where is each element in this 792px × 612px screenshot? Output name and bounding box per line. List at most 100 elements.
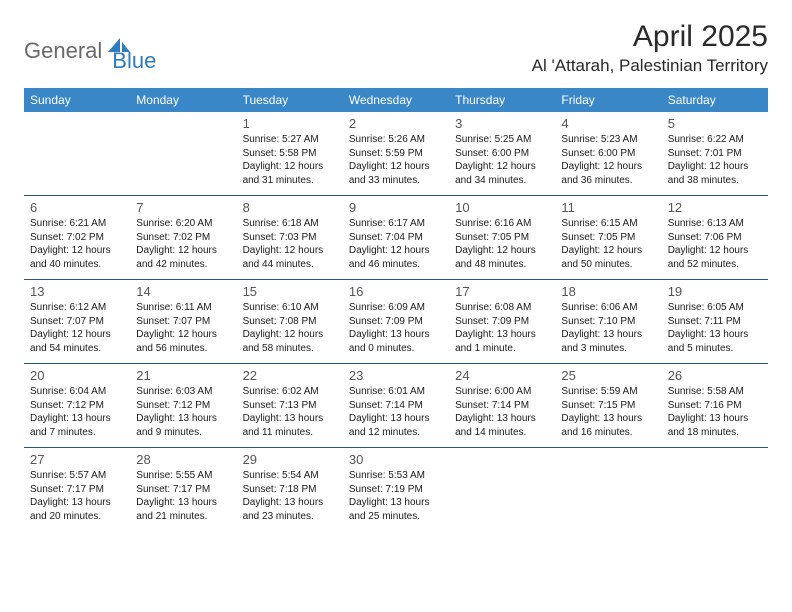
day-number: 9 <box>349 200 443 215</box>
day-header-friday: Friday <box>555 88 661 112</box>
day-cell: 2Sunrise: 5:26 AMSunset: 5:59 PMDaylight… <box>343 112 449 196</box>
day-cell: 3Sunrise: 5:25 AMSunset: 6:00 PMDaylight… <box>449 112 555 196</box>
day-header-thursday: Thursday <box>449 88 555 112</box>
day-cell: 11 Sunrise: 6:15 AMSunset: 7:05 PMDayligh… <box>555 196 661 280</box>
day-number: 7 <box>136 200 230 215</box>
day-info: Sunrise: 6:20 AMSunset: 7:02 PMDaylight:… <box>136 217 230 271</box>
day-cell: 8Sunrise: 6:18 AMSunset: 7:03 PMDaylight… <box>237 196 343 280</box>
week-row: 1 Sunrise: 5:27 AMSunset: 5:58 PMDaylight… <box>24 112 768 196</box>
day-number: 5 <box>668 116 762 131</box>
day-cell-empty <box>555 448 661 532</box>
day-number: 26 <box>668 368 762 383</box>
day-cell: 7 Sunrise: 6:20 AMSunset: 7:02 PMDaylight… <box>130 196 236 280</box>
day-info: Sunrise: 6:11 AMSunset: 7:07 PMDaylight:… <box>136 301 230 355</box>
day-cell: 25 Sunrise: 5:59 AMSunset: 7:15 PMDayligh… <box>555 364 661 448</box>
day-info: Sunrise: 5:23 AMSunset: 6:00 PMDaylight:… <box>561 133 655 187</box>
day-number: 12 <box>668 200 762 215</box>
day-number: 14 <box>136 284 230 299</box>
day-info: Sunrise: 5:27 AMSunset: 5:58 PMDaylight:… <box>243 133 337 187</box>
day-cell: 15 Sunrise: 6:10 AMSunset: 7:08 PMDayligh… <box>237 280 343 364</box>
month-title: April 2025 <box>532 20 768 54</box>
day-info: Sunrise: 6:21 AMSunset: 7:02 PMDaylight:… <box>30 217 124 271</box>
day-number: 23 <box>349 368 443 383</box>
day-cell: 18 Sunrise: 6:06 AMSunset: 7:10 PMDayligh… <box>555 280 661 364</box>
day-number: 19 <box>668 284 762 299</box>
day-header-saturday: Saturday <box>662 88 768 112</box>
day-info: Sunrise: 6:13 AMSunset: 7:06 PMDaylight:… <box>668 217 762 271</box>
day-info: Sunrise: 6:15 AMSunset: 7:05 PMDaylight:… <box>561 217 655 271</box>
day-info: Sunrise: 6:05 AMSunset: 7:11 PMDaylight:… <box>668 301 762 355</box>
day-number: 15 <box>243 284 337 299</box>
day-cell: 6 Sunrise: 6:21 AMSunset: 7:02 PMDaylight… <box>24 196 130 280</box>
day-cell: 28 Sunrise: 5:55 AMSunset: 7:17 PMDayligh… <box>130 448 236 532</box>
day-cell: 27 Sunrise: 5:57 AMSunset: 7:17 PMDayligh… <box>24 448 130 532</box>
day-cell: 1 Sunrise: 5:27 AMSunset: 5:58 PMDaylight… <box>237 112 343 196</box>
day-info: Sunrise: 5:54 AMSunset: 7:18 PMDaylight:… <box>243 469 337 523</box>
day-info: Sunrise: 6:17 AMSunset: 7:04 PMDaylight:… <box>349 217 443 271</box>
day-number: 20 <box>30 368 124 383</box>
logo-text-general: General <box>24 38 102 64</box>
day-info: Sunrise: 6:10 AMSunset: 7:08 PMDaylight:… <box>243 301 337 355</box>
day-number: 17 <box>455 284 549 299</box>
day-cell: 23 Sunrise: 6:01 AMSunset: 7:14 PMDayligh… <box>343 364 449 448</box>
day-cell: 17Sunrise: 6:08 AMSunset: 7:09 PMDayligh… <box>449 280 555 364</box>
week-row: 6 Sunrise: 6:21 AMSunset: 7:02 PMDaylight… <box>24 196 768 280</box>
day-info: Sunrise: 5:55 AMSunset: 7:17 PMDaylight:… <box>136 469 230 523</box>
day-cell-empty <box>449 448 555 532</box>
day-info: Sunrise: 5:59 AMSunset: 7:15 PMDaylight:… <box>561 385 655 439</box>
day-header-sunday: Sunday <box>24 88 130 112</box>
day-info: Sunrise: 6:12 AMSunset: 7:07 PMDaylight:… <box>30 301 124 355</box>
day-cell: 9 Sunrise: 6:17 AMSunset: 7:04 PMDaylight… <box>343 196 449 280</box>
day-number: 18 <box>561 284 655 299</box>
day-number: 3 <box>455 116 549 131</box>
day-header-monday: Monday <box>130 88 236 112</box>
week-row: 20 Sunrise: 6:04 AMSunset: 7:12 PMDayligh… <box>24 364 768 448</box>
day-number: 27 <box>30 452 124 467</box>
logo-text-blue: Blue <box>112 48 156 74</box>
day-number: 6 <box>30 200 124 215</box>
day-number: 22 <box>243 368 337 383</box>
day-cell: 26 Sunrise: 5:58 AMSunset: 7:16 PMDayligh… <box>662 364 768 448</box>
day-cell: 19 Sunrise: 6:05 AMSunset: 7:11 PMDayligh… <box>662 280 768 364</box>
calendar-body: 1 Sunrise: 5:27 AMSunset: 5:58 PMDaylight… <box>24 112 768 531</box>
day-cell: 30 Sunrise: 5:53 AMSunset: 7:19 PMDayligh… <box>343 448 449 532</box>
day-cell: 20 Sunrise: 6:04 AMSunset: 7:12 PMDayligh… <box>24 364 130 448</box>
day-number: 11 <box>561 200 655 215</box>
day-number: 1 <box>243 116 337 131</box>
day-info: Sunrise: 6:00 AMSunset: 7:14 PMDaylight:… <box>455 385 549 439</box>
day-number: 24 <box>455 368 549 383</box>
day-info: Sunrise: 6:09 AMSunset: 7:09 PMDaylight:… <box>349 301 443 355</box>
day-number: 30 <box>349 452 443 467</box>
day-number: 16 <box>349 284 443 299</box>
day-number: 29 <box>243 452 337 467</box>
day-cell: 29 Sunrise: 5:54 AMSunset: 7:18 PMDayligh… <box>237 448 343 532</box>
day-number: 28 <box>136 452 230 467</box>
day-info: Sunrise: 6:18 AMSunset: 7:03 PMDaylight:… <box>243 217 337 271</box>
day-header-tuesday: Tuesday <box>237 88 343 112</box>
day-info: Sunrise: 6:22 AMSunset: 7:01 PMDaylight:… <box>668 133 762 187</box>
day-info: Sunrise: 6:06 AMSunset: 7:10 PMDaylight:… <box>561 301 655 355</box>
logo: General Blue <box>24 28 156 74</box>
title-block: April 2025 Al 'Attarah, Palestinian Terr… <box>532 20 768 76</box>
day-header-wednesday: Wednesday <box>343 88 449 112</box>
day-cell-empty <box>662 448 768 532</box>
day-cell: 12 Sunrise: 6:13 AMSunset: 7:06 PMDayligh… <box>662 196 768 280</box>
day-info: Sunrise: 6:04 AMSunset: 7:12 PMDaylight:… <box>30 385 124 439</box>
day-info: Sunrise: 5:57 AMSunset: 7:17 PMDaylight:… <box>30 469 124 523</box>
day-info: Sunrise: 6:02 AMSunset: 7:13 PMDaylight:… <box>243 385 337 439</box>
week-row: 27 Sunrise: 5:57 AMSunset: 7:17 PMDayligh… <box>24 448 768 532</box>
day-cell: 14 Sunrise: 6:11 AMSunset: 7:07 PMDayligh… <box>130 280 236 364</box>
day-number: 2 <box>349 116 443 131</box>
day-info: Sunrise: 6:01 AMSunset: 7:14 PMDaylight:… <box>349 385 443 439</box>
day-cell: 21Sunrise: 6:03 AMSunset: 7:12 PMDayligh… <box>130 364 236 448</box>
day-number: 25 <box>561 368 655 383</box>
day-info: Sunrise: 5:53 AMSunset: 7:19 PMDaylight:… <box>349 469 443 523</box>
day-cell: 13Sunrise: 6:12 AMSunset: 7:07 PMDayligh… <box>24 280 130 364</box>
day-info: Sunrise: 5:58 AMSunset: 7:16 PMDaylight:… <box>668 385 762 439</box>
header: General Blue April 2025 Al 'Attarah, Pal… <box>24 20 768 76</box>
location-subtitle: Al 'Attarah, Palestinian Territory <box>532 56 768 76</box>
day-cell-empty <box>130 112 236 196</box>
day-cell-empty <box>24 112 130 196</box>
day-info: Sunrise: 6:16 AMSunset: 7:05 PMDaylight:… <box>455 217 549 271</box>
week-row: 13Sunrise: 6:12 AMSunset: 7:07 PMDayligh… <box>24 280 768 364</box>
